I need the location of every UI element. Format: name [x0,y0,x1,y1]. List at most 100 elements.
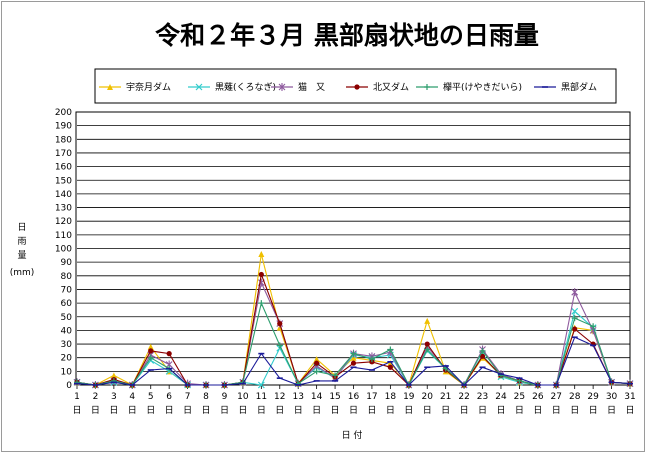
x-tick-label: 11 [256,392,267,402]
data-point [257,381,265,389]
data-point [479,347,486,354]
x-tick-label: 29 [587,392,599,402]
x-tick-label: 12 [274,392,285,402]
y-tick-label: 190 [55,122,72,132]
series-6 [74,336,633,386]
data-point [571,315,578,322]
data-point [572,326,578,332]
x-tick-label: 25 [514,392,525,402]
x-tick-suffix: 日 [589,405,598,416]
legend-item: 欅平(けやきだいら) [416,82,522,93]
y-tick-label: 60 [61,299,73,309]
x-tick-suffix: 日 [386,405,395,416]
x-tick-suffix: 日 [533,405,542,416]
x-tick-suffix: 日 [128,405,137,416]
data-point [148,348,154,354]
x-tick-label: 8 [203,392,209,402]
x-axis-label: 日 付 [342,430,363,441]
x-tick-label: 23 [477,392,488,402]
y-axis-unit: (mm) [10,268,35,278]
data-point [350,360,357,366]
x-tick-suffix: 日 [460,405,469,416]
y-tick-label: 110 [55,231,72,241]
x-tick-suffix: 日 [552,405,561,416]
x-tick-label: 13 [292,392,303,402]
x-tick-label: 21 [440,392,451,402]
x-tick-suffix: 日 [146,405,155,416]
y-tick-label: 160 [55,163,72,173]
data-point [313,368,320,375]
legend: 宇奈月ダム 黒薙(くろなぎ) 猫 又 北又ダム 欅平(けやきだいら) 黒部ダム [99,81,597,93]
y-tick-label: 90 [61,258,73,268]
x-tick-label: 4 [129,392,135,402]
x-tick-label: 20 [422,392,434,402]
x-tick-suffix: 日 [257,405,266,416]
x-tick-label: 22 [458,392,469,402]
x-tick-label: 5 [148,392,154,402]
data-point [479,353,486,359]
y-tick-label: 200 [55,108,72,118]
data-point [332,372,339,379]
chart-title: 令和２年３月 黒部扇状地の日雨量 [155,21,539,50]
y-axis-label-char: 雨 [17,236,26,247]
data-point [277,320,283,327]
x-tick-suffix: 日 [183,405,192,416]
legend-label: 猫 又 [298,81,325,93]
y-tick-label: 140 [55,190,72,200]
x-tick-label: 1 [74,392,80,402]
data-point [387,364,393,370]
legend-label: 黒薙(くろなぎ) [215,81,276,93]
x-tick-label: 30 [606,392,618,402]
y-tick-label: 180 [55,135,72,145]
legend-item: 猫 又 [271,81,325,93]
y-axis-label-char: 量 [17,250,26,261]
data-point [424,346,431,353]
data-point [424,84,430,90]
x-tick-suffix: 日 [202,405,211,416]
y-tick-label: 40 [61,326,73,336]
x-tick-label: 28 [569,392,581,402]
x-tick-suffix: 日 [238,405,247,416]
x-tick-suffix: 日 [478,405,487,416]
legend-item: 北又ダム [346,81,409,93]
legend-label: 北又ダム [373,81,409,93]
legend-label: 宇奈月ダム [126,81,171,93]
data-point [387,346,394,353]
y-tick-label: 80 [61,272,73,282]
x-tick-label: 9 [222,392,228,402]
x-tick-suffix: 日 [441,405,450,416]
x-axis-ticks: 1日2日3日4日5日6日7日8日9日10日11日12日13日14日15日16日1… [72,385,636,416]
data-point [195,83,203,91]
legend-item: 宇奈月ダム [99,81,171,93]
x-tick-label: 15 [329,392,340,402]
x-tick-suffix: 日 [496,405,505,416]
data-point [424,317,431,324]
x-tick-label: 10 [237,392,249,402]
x-tick-suffix: 日 [72,405,81,416]
x-tick-label: 3 [111,392,117,402]
y-tick-label: 120 [55,217,72,227]
x-tick-label: 18 [385,392,397,402]
data-point [258,271,264,278]
x-tick-suffix: 日 [312,405,321,416]
y-axis-label-char: 日 [17,222,26,233]
x-tick-suffix: 日 [109,405,118,416]
x-tick-label: 6 [166,392,172,402]
x-tick-suffix: 日 [607,405,616,416]
y-axis-ticks: 0 10 20 30 40 50 60 70 80 90 100 110 120 130 140 150 160… [55,108,72,391]
data-point [368,356,375,363]
x-tick-label: 24 [495,392,507,402]
data-point [571,288,579,297]
data-point [350,350,357,357]
x-tick-label: 7 [185,392,191,402]
data-point [258,300,265,307]
x-tick-suffix: 日 [367,405,376,416]
x-tick-suffix: 日 [331,405,340,416]
legend-label: 黒部ダム [561,81,597,93]
data-point [387,360,394,367]
y-tick-label: 130 [55,204,72,214]
y-tick-label: 0 [66,381,72,391]
x-tick-suffix: 日 [275,405,284,416]
